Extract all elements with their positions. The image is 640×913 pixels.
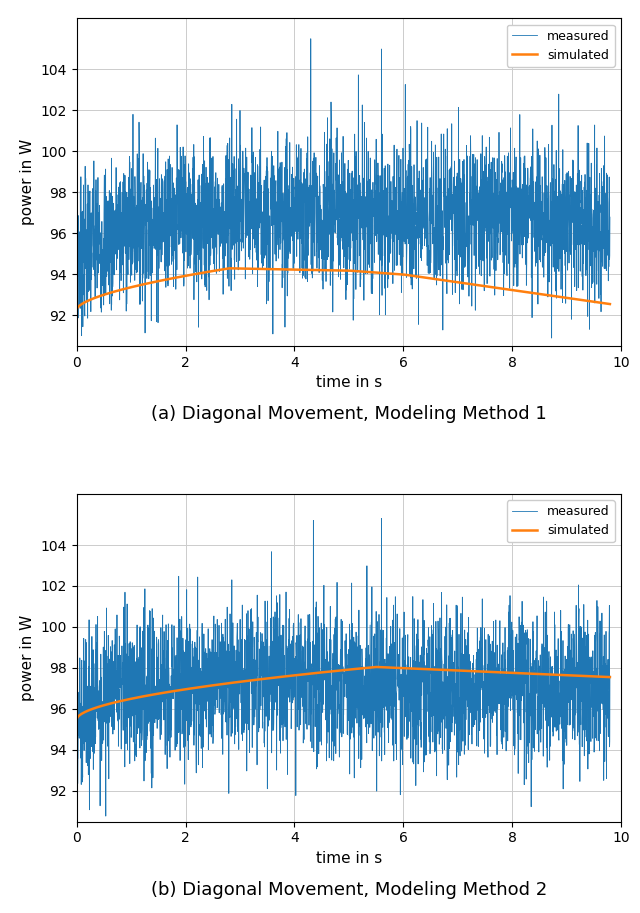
Line: measured: measured — [77, 38, 610, 338]
Legend: measured, simulated: measured, simulated — [507, 500, 614, 542]
simulated — [165, 687, 173, 698]
measured — [538, 172, 546, 183]
measured — [134, 708, 141, 719]
simulated — [538, 289, 546, 299]
X-axis label: time in s: time in s — [316, 851, 382, 866]
measured — [134, 267, 141, 278]
simulated — [301, 264, 308, 275]
Y-axis label: power in W: power in W — [20, 139, 35, 226]
measured — [277, 198, 285, 209]
simulated — [596, 671, 604, 682]
measured — [73, 725, 81, 736]
measured — [301, 163, 308, 174]
Legend: measured, simulated: measured, simulated — [507, 25, 614, 67]
measured — [548, 332, 556, 343]
measured — [596, 705, 604, 716]
measured — [596, 207, 604, 218]
simulated — [538, 668, 546, 679]
Text: (b) Diagonal Movement, Modeling Method 2: (b) Diagonal Movement, Modeling Method 2 — [150, 881, 547, 898]
Y-axis label: power in W: power in W — [20, 614, 35, 701]
measured — [606, 670, 614, 681]
measured — [102, 811, 109, 822]
simulated — [372, 662, 380, 673]
Line: measured: measured — [77, 519, 610, 816]
measured — [378, 513, 385, 524]
simulated — [134, 280, 141, 291]
simulated — [596, 297, 604, 308]
measured — [73, 186, 81, 197]
Text: (a) Diagonal Movement, Modeling Method 1: (a) Diagonal Movement, Modeling Method 1 — [151, 405, 547, 424]
simulated — [301, 669, 308, 680]
Line: simulated: simulated — [77, 268, 610, 310]
simulated — [277, 671, 285, 682]
simulated — [165, 274, 173, 285]
simulated — [134, 692, 141, 703]
simulated — [225, 263, 233, 274]
simulated — [73, 304, 81, 315]
measured — [307, 33, 315, 44]
simulated — [606, 299, 614, 310]
measured — [538, 641, 546, 652]
Line: simulated: simulated — [77, 667, 610, 719]
measured — [301, 688, 308, 699]
measured — [606, 212, 614, 223]
measured — [165, 260, 173, 271]
measured — [278, 708, 285, 719]
X-axis label: time in s: time in s — [316, 375, 382, 391]
simulated — [73, 714, 81, 725]
simulated — [606, 672, 614, 683]
simulated — [278, 264, 285, 275]
measured — [166, 678, 173, 689]
